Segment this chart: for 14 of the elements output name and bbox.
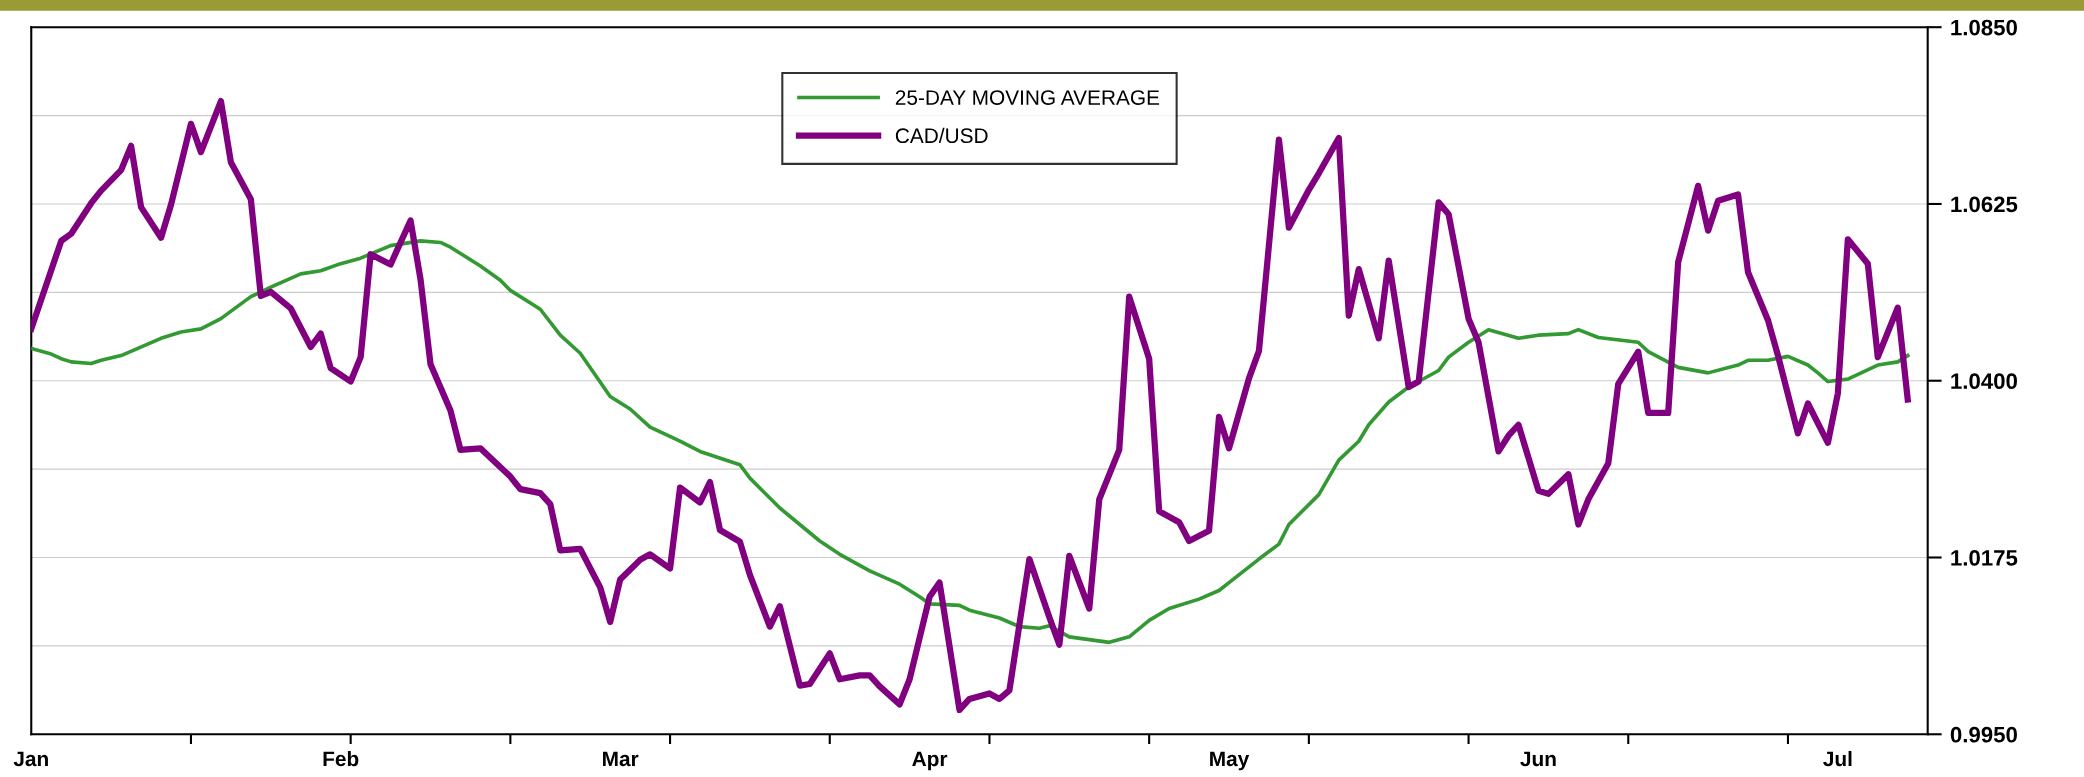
legend-label: CAD/USD (895, 127, 988, 144)
y-tick-label: 1.0850 (1951, 19, 2017, 36)
x-tick-label: Apr (912, 751, 948, 771)
y-tick-label: 1.0175 (1951, 550, 2018, 566)
x-tick-label: Jan (13, 751, 48, 767)
x-tick-label: Feb (323, 750, 359, 767)
x-tick-label: Jul (1823, 750, 1852, 767)
x-tick-label: Mar (603, 751, 639, 767)
legend-label: 25-DAY MOVING AVERAGE (895, 90, 1160, 105)
y-tick-label: 0.9950 (1950, 726, 2017, 743)
x-tick-label: May (1210, 751, 1250, 771)
x-tick-label: Jun (1520, 751, 1556, 767)
y-tick-label: 1.0625 (1951, 196, 2018, 213)
y-tick-label: 1.0400 (1951, 373, 2017, 389)
